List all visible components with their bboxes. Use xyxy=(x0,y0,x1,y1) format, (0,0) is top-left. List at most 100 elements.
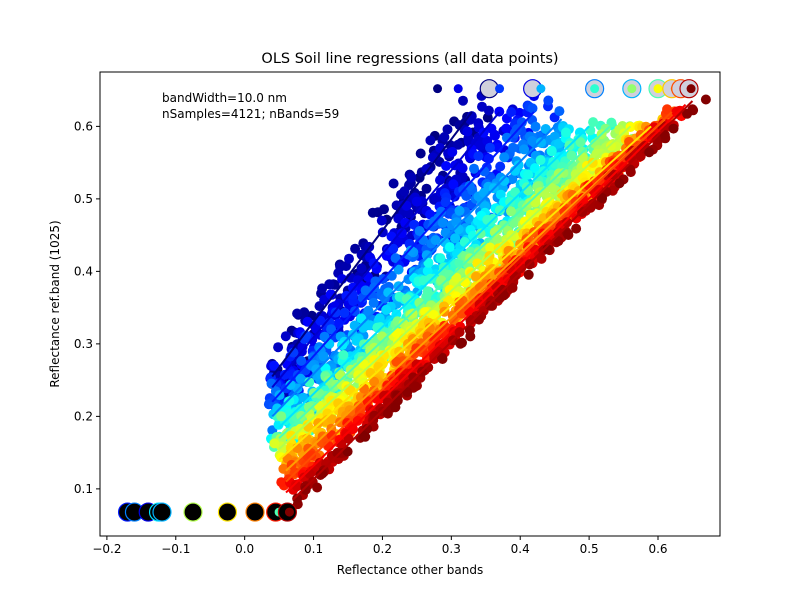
scatter-point xyxy=(554,106,565,117)
scatter-point xyxy=(421,292,432,302)
scatter-point xyxy=(280,331,291,342)
chart-title: OLS Soil line regressions (all data poin… xyxy=(261,51,558,67)
scatter-point xyxy=(448,179,459,190)
scatter-point xyxy=(269,438,280,449)
top-marker-small xyxy=(453,84,463,94)
scatter-point xyxy=(499,176,510,186)
scatter-point xyxy=(411,359,422,370)
scatter-point xyxy=(530,163,540,174)
scatter-point xyxy=(298,392,309,403)
scatter-point xyxy=(457,163,468,174)
scatter-point xyxy=(425,273,436,284)
scatter-point xyxy=(507,174,518,185)
scatter-point xyxy=(313,418,324,429)
regression-lines xyxy=(271,100,694,501)
regression-line xyxy=(285,111,673,483)
scatter-point xyxy=(462,126,473,137)
scatter-point xyxy=(495,161,506,172)
x-tick-label: 0.0 xyxy=(235,542,254,556)
scatter-point xyxy=(530,193,541,204)
scatter-point xyxy=(279,369,290,380)
scatter-point xyxy=(324,279,335,290)
regression-line xyxy=(271,111,473,378)
scatter-point xyxy=(292,308,303,319)
scatter-point xyxy=(519,144,530,155)
scatter-point xyxy=(659,130,670,140)
scatter-point xyxy=(405,245,416,256)
scatter-point xyxy=(421,183,432,194)
scatter-point xyxy=(390,402,401,413)
scatter-point xyxy=(464,180,475,191)
top-marker-small xyxy=(433,84,443,94)
scatter-point xyxy=(356,313,367,324)
scatter-point xyxy=(450,233,461,244)
scatter-point xyxy=(477,101,487,112)
x-tick-label: −0.1 xyxy=(161,542,190,556)
scatter-point xyxy=(292,493,303,504)
scatter-point xyxy=(469,163,479,174)
scatter-point xyxy=(454,205,465,216)
scatter-point xyxy=(312,482,323,493)
scatter-point xyxy=(495,189,506,200)
scatter-point xyxy=(369,376,380,387)
scatter-point xyxy=(276,411,287,422)
scatter-point xyxy=(339,307,350,318)
scatter-point xyxy=(536,253,547,264)
scatter-point xyxy=(465,315,476,325)
plot-frame xyxy=(99,71,721,537)
regression-line xyxy=(278,125,611,439)
y-tick-label: 0.2 xyxy=(74,409,93,423)
scatter-point xyxy=(597,193,608,203)
scatter-point xyxy=(317,468,328,479)
bottom-marker-small xyxy=(284,507,294,517)
scatter-point xyxy=(440,197,451,208)
scatter-point xyxy=(297,342,308,353)
scatter-point xyxy=(485,142,495,153)
scatter-point xyxy=(451,272,462,283)
scatter-point xyxy=(561,127,571,138)
scatter-point xyxy=(421,164,432,174)
scatter-point xyxy=(388,178,399,189)
scatter-point xyxy=(503,245,514,256)
scatter-point xyxy=(326,430,337,441)
y-axis-label: Reflectance ref.band (1025) xyxy=(48,220,62,387)
scatter-point xyxy=(402,387,413,398)
scatter-point xyxy=(332,447,343,458)
scatter-point xyxy=(286,430,297,441)
scatter-point xyxy=(614,178,625,189)
scatter-point xyxy=(527,103,538,114)
scatter-point xyxy=(468,230,478,241)
regression-line xyxy=(278,125,590,428)
scatter-point xyxy=(465,331,476,342)
scatter-point xyxy=(326,324,337,335)
scatter-point xyxy=(344,253,354,264)
y-tick-label: 0.3 xyxy=(74,337,93,351)
scatter-point xyxy=(369,410,380,421)
scatter-point xyxy=(459,237,470,247)
scatter-point xyxy=(553,138,564,149)
scatter-point xyxy=(499,152,510,163)
scatter-point xyxy=(457,337,467,348)
scatter-point xyxy=(338,350,349,360)
scatter-point xyxy=(396,228,407,239)
scatter-point xyxy=(323,375,334,386)
scatter-point xyxy=(393,264,404,275)
scatter-point xyxy=(356,263,367,274)
scatter-point xyxy=(566,150,577,161)
x-axis-ticks: −0.2 −0.1 0.0 0.1 0.2 0.3 0.4 0.5 0.6 xyxy=(92,536,668,556)
scatter-point xyxy=(318,351,329,362)
scatter-point xyxy=(682,108,693,119)
top-marker-small xyxy=(495,84,505,94)
scatter-point xyxy=(474,140,485,151)
scatter-point xyxy=(421,250,432,261)
scatter-point xyxy=(662,104,673,115)
y-axis-ticks: 0.1 0.2 0.3 0.4 0.5 0.6 xyxy=(74,119,100,496)
scatter-point xyxy=(483,153,494,164)
scatter-point xyxy=(649,122,659,133)
scatter-point xyxy=(410,381,421,392)
scatter-point xyxy=(301,330,311,341)
scatter-point xyxy=(535,155,546,166)
scatter-point xyxy=(381,304,392,315)
regression-line xyxy=(271,111,535,403)
scatter-point xyxy=(269,360,280,371)
